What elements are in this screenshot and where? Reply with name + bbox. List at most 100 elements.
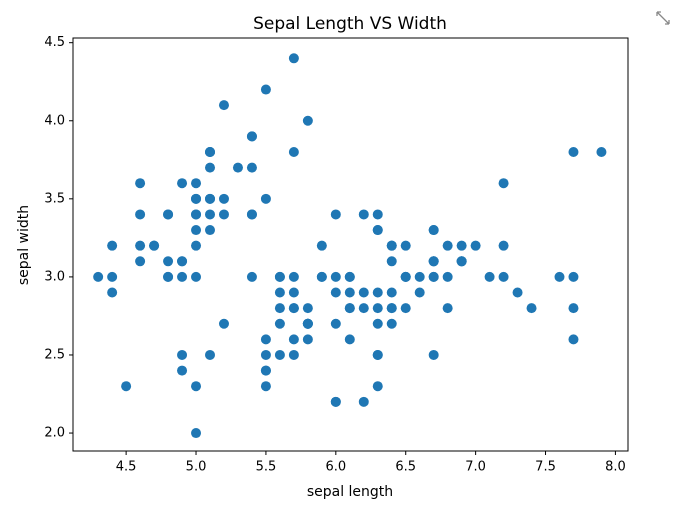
point <box>135 209 146 220</box>
y-axis-label: sepal width <box>16 205 32 285</box>
point <box>386 318 397 329</box>
x-tick-label: 4.5 <box>116 460 137 475</box>
point <box>177 271 188 282</box>
point <box>288 349 299 360</box>
point <box>568 271 579 282</box>
y-tick-label: 2.5 <box>44 347 65 362</box>
x-tick-label: 6.5 <box>395 460 416 475</box>
point <box>163 256 174 267</box>
point <box>316 271 327 282</box>
y-tick-label: 2.0 <box>44 426 65 441</box>
point <box>400 240 411 251</box>
point <box>274 349 285 360</box>
point <box>344 334 355 345</box>
point <box>288 146 299 157</box>
point <box>205 162 216 173</box>
point <box>121 381 132 392</box>
point <box>260 365 271 376</box>
point <box>191 381 202 392</box>
point <box>246 271 257 282</box>
point <box>400 271 411 282</box>
point <box>93 271 104 282</box>
x-tick-label: 6.0 <box>325 460 346 475</box>
point <box>358 396 369 407</box>
point <box>386 287 397 298</box>
chart-title: Sepal Length VS Width <box>253 14 447 34</box>
point <box>316 240 327 251</box>
point <box>372 225 383 236</box>
point <box>246 162 257 173</box>
point <box>330 209 341 220</box>
point <box>177 349 188 360</box>
point <box>372 349 383 360</box>
point <box>260 84 271 95</box>
point <box>135 240 146 251</box>
point <box>191 240 202 251</box>
point <box>386 256 397 267</box>
point <box>288 287 299 298</box>
point <box>526 303 537 314</box>
point <box>260 381 271 392</box>
point <box>428 349 439 360</box>
expand-icon[interactable] <box>656 11 670 25</box>
point <box>498 240 509 251</box>
point <box>149 240 160 251</box>
point <box>177 365 188 376</box>
point <box>372 209 383 220</box>
point <box>344 303 355 314</box>
point <box>512 287 523 298</box>
point <box>330 396 341 407</box>
point <box>442 303 453 314</box>
point <box>414 271 425 282</box>
point <box>218 209 229 220</box>
point <box>330 318 341 329</box>
point <box>274 303 285 314</box>
point <box>205 209 216 220</box>
point <box>205 146 216 157</box>
point <box>400 303 411 314</box>
point <box>428 225 439 236</box>
point <box>191 178 202 189</box>
point <box>163 271 174 282</box>
y-tick-label: 4.5 <box>44 35 65 50</box>
point <box>484 271 495 282</box>
point <box>177 256 188 267</box>
point <box>386 240 397 251</box>
point <box>358 209 369 220</box>
point <box>260 334 271 345</box>
point <box>205 349 216 360</box>
point <box>358 287 369 298</box>
plot-frame <box>72 37 629 452</box>
point <box>330 271 341 282</box>
point <box>456 256 467 267</box>
point <box>135 256 146 267</box>
point <box>358 303 369 314</box>
point <box>596 146 607 157</box>
point <box>344 287 355 298</box>
point <box>344 271 355 282</box>
point <box>107 240 118 251</box>
point <box>288 303 299 314</box>
point <box>107 287 118 298</box>
y-tick-label: 3.0 <box>44 269 65 284</box>
point <box>302 334 313 345</box>
point <box>260 193 271 204</box>
point <box>372 318 383 329</box>
point <box>554 271 565 282</box>
point <box>302 303 313 314</box>
point <box>302 115 313 126</box>
point <box>260 349 271 360</box>
point <box>218 100 229 111</box>
point <box>568 334 579 345</box>
point <box>191 209 202 220</box>
point <box>442 240 453 251</box>
point <box>218 193 229 204</box>
point <box>205 193 216 204</box>
x-tick-label: 5.0 <box>186 460 207 475</box>
x-tick-label: 8.0 <box>605 460 626 475</box>
point <box>288 334 299 345</box>
point <box>330 287 341 298</box>
point <box>568 303 579 314</box>
point <box>135 178 146 189</box>
